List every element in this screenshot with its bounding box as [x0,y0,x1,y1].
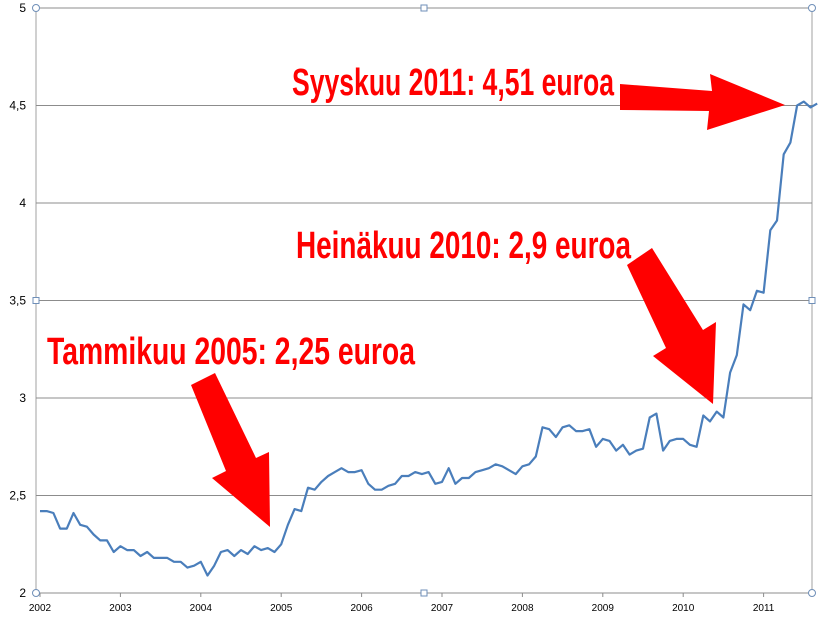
y-tick-label: 3 [19,391,26,405]
edge-handle[interactable] [808,297,816,304]
x-tick-label: 2004 [190,603,213,614]
series-line [40,100,818,577]
y-tick-label: 3,5 [9,294,26,308]
x-tick-label: 2011 [753,603,775,614]
x-axis-tick-labels: 2002 2003 2004 2005 2006 2007 2008 2009 2010 2011 [29,593,775,614]
annotation-july-2010: Heinäkuu 2010: 2,9 euroa [296,225,632,267]
corner-handle[interactable] [808,589,816,597]
corner-handle[interactable] [808,4,816,12]
corner-handle[interactable] [32,589,40,597]
y-tick-label: 5 [19,1,26,15]
x-tick-label: 2006 [350,603,373,614]
x-tick-label: 2007 [431,603,454,614]
y-axis-tick-labels: 2 2,5 3 3,5 4 4,5 5 [9,1,26,600]
annotation-sept-2011: Syyskuu 2011: 4,51 euroa [292,62,615,104]
edge-handle[interactable] [32,297,40,304]
chart-selection-handles[interactable] [32,4,816,597]
edge-handle[interactable] [420,4,428,12]
y-tick-label: 2,5 [9,489,26,503]
x-tick-label: 2008 [511,603,534,614]
annotation-jan-2005: Tammikuu 2005: 2,25 euroa [47,331,416,373]
y-tick-label: 4 [19,196,26,210]
edge-handle[interactable] [420,589,428,597]
y-tick-label: 4,5 [9,99,26,113]
x-tick-label: 2009 [592,603,615,614]
x-tick-label: 2010 [672,603,695,614]
corner-handle[interactable] [32,4,40,12]
arrow-july-2010 [627,248,716,404]
y-tick-label: 2 [19,586,26,600]
x-tick-label: 2002 [29,603,52,614]
arrow-sept-2011 [620,74,785,130]
x-tick-label: 2003 [109,603,132,614]
x-tick-label: 2005 [270,603,293,614]
annotation-arrows [191,74,785,527]
arrow-jan-2005 [191,373,270,527]
